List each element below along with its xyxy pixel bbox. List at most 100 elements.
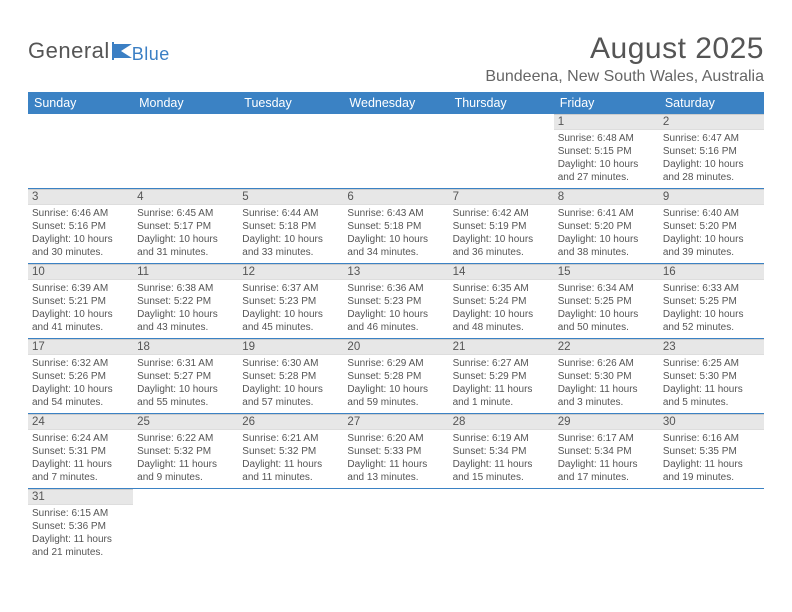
daylight-text: Daylight: 11 hours and 1 minute. bbox=[453, 383, 550, 409]
day-cell: 26Sunrise: 6:21 AMSunset: 5:32 PMDayligh… bbox=[238, 414, 343, 489]
sunrise-text: Sunrise: 6:19 AM bbox=[453, 432, 550, 445]
sunrise-text: Sunrise: 6:35 AM bbox=[453, 282, 550, 295]
sunset-text: Sunset: 5:16 PM bbox=[663, 145, 760, 158]
sunset-text: Sunset: 5:21 PM bbox=[32, 295, 129, 308]
daylight-text: Daylight: 10 hours and 41 minutes. bbox=[32, 308, 129, 334]
day-cell: 16Sunrise: 6:33 AMSunset: 5:25 PMDayligh… bbox=[659, 264, 764, 339]
sunset-text: Sunset: 5:19 PM bbox=[453, 220, 550, 233]
sunset-text: Sunset: 5:17 PM bbox=[137, 220, 234, 233]
day-body: Sunrise: 6:33 AMSunset: 5:25 PMDaylight:… bbox=[659, 280, 764, 338]
sunset-text: Sunset: 5:24 PM bbox=[453, 295, 550, 308]
sunrise-text: Sunrise: 6:27 AM bbox=[453, 357, 550, 370]
day-header: Saturday bbox=[659, 92, 764, 114]
calendar-body: 1Sunrise: 6:48 AMSunset: 5:15 PMDaylight… bbox=[28, 114, 764, 563]
sunset-text: Sunset: 5:32 PM bbox=[137, 445, 234, 458]
day-body: Sunrise: 6:46 AMSunset: 5:16 PMDaylight:… bbox=[28, 205, 133, 263]
sunset-text: Sunset: 5:25 PM bbox=[558, 295, 655, 308]
day-number: 11 bbox=[133, 264, 238, 280]
sunrise-text: Sunrise: 6:38 AM bbox=[137, 282, 234, 295]
day-cell: 27Sunrise: 6:20 AMSunset: 5:33 PMDayligh… bbox=[343, 414, 448, 489]
day-cell: 31Sunrise: 6:15 AMSunset: 5:36 PMDayligh… bbox=[28, 489, 133, 564]
day-number: 9 bbox=[659, 189, 764, 205]
daylight-text: Daylight: 10 hours and 36 minutes. bbox=[453, 233, 550, 259]
sunset-text: Sunset: 5:36 PM bbox=[32, 520, 129, 533]
sunset-text: Sunset: 5:34 PM bbox=[453, 445, 550, 458]
sunrise-text: Sunrise: 6:25 AM bbox=[663, 357, 760, 370]
daylight-text: Daylight: 11 hours and 19 minutes. bbox=[663, 458, 760, 484]
header: General Blue August 2025 Bundeena, New S… bbox=[28, 32, 764, 86]
day-cell: 10Sunrise: 6:39 AMSunset: 5:21 PMDayligh… bbox=[28, 264, 133, 339]
day-cell bbox=[449, 489, 554, 564]
day-number: 17 bbox=[28, 339, 133, 355]
daylight-text: Daylight: 10 hours and 27 minutes. bbox=[558, 158, 655, 184]
daylight-text: Daylight: 10 hours and 28 minutes. bbox=[663, 158, 760, 184]
day-cell: 8Sunrise: 6:41 AMSunset: 5:20 PMDaylight… bbox=[554, 189, 659, 264]
day-number: 6 bbox=[343, 189, 448, 205]
day-cell: 28Sunrise: 6:19 AMSunset: 5:34 PMDayligh… bbox=[449, 414, 554, 489]
location-label: Bundeena, New South Wales, Australia bbox=[485, 68, 764, 86]
daylight-text: Daylight: 10 hours and 33 minutes. bbox=[242, 233, 339, 259]
daylight-text: Daylight: 11 hours and 7 minutes. bbox=[32, 458, 129, 484]
daylight-text: Daylight: 10 hours and 54 minutes. bbox=[32, 383, 129, 409]
daylight-text: Daylight: 11 hours and 17 minutes. bbox=[558, 458, 655, 484]
day-header-row: SundayMondayTuesdayWednesdayThursdayFrid… bbox=[28, 92, 764, 114]
day-cell bbox=[133, 114, 238, 188]
day-header: Friday bbox=[554, 92, 659, 114]
day-number: 5 bbox=[238, 189, 343, 205]
day-body: Sunrise: 6:41 AMSunset: 5:20 PMDaylight:… bbox=[554, 205, 659, 263]
sunrise-text: Sunrise: 6:41 AM bbox=[558, 207, 655, 220]
day-cell bbox=[449, 114, 554, 188]
day-cell: 21Sunrise: 6:27 AMSunset: 5:29 PMDayligh… bbox=[449, 339, 554, 414]
day-header: Sunday bbox=[28, 92, 133, 114]
daylight-text: Daylight: 10 hours and 46 minutes. bbox=[347, 308, 444, 334]
week-row: 1Sunrise: 6:48 AMSunset: 5:15 PMDaylight… bbox=[28, 114, 764, 188]
day-number: 8 bbox=[554, 189, 659, 205]
daylight-text: Daylight: 11 hours and 13 minutes. bbox=[347, 458, 444, 484]
day-body: Sunrise: 6:40 AMSunset: 5:20 PMDaylight:… bbox=[659, 205, 764, 263]
week-row: 24Sunrise: 6:24 AMSunset: 5:31 PMDayligh… bbox=[28, 414, 764, 489]
title-block: August 2025 Bundeena, New South Wales, A… bbox=[485, 32, 764, 86]
day-body: Sunrise: 6:35 AMSunset: 5:24 PMDaylight:… bbox=[449, 280, 554, 338]
sunset-text: Sunset: 5:15 PM bbox=[558, 145, 655, 158]
day-cell: 29Sunrise: 6:17 AMSunset: 5:34 PMDayligh… bbox=[554, 414, 659, 489]
sunrise-text: Sunrise: 6:16 AM bbox=[663, 432, 760, 445]
day-header: Monday bbox=[133, 92, 238, 114]
day-header: Thursday bbox=[449, 92, 554, 114]
day-body: Sunrise: 6:47 AMSunset: 5:16 PMDaylight:… bbox=[659, 130, 764, 188]
day-cell: 22Sunrise: 6:26 AMSunset: 5:30 PMDayligh… bbox=[554, 339, 659, 414]
day-cell: 18Sunrise: 6:31 AMSunset: 5:27 PMDayligh… bbox=[133, 339, 238, 414]
day-body: Sunrise: 6:44 AMSunset: 5:18 PMDaylight:… bbox=[238, 205, 343, 263]
sunrise-text: Sunrise: 6:40 AM bbox=[663, 207, 760, 220]
week-row: 17Sunrise: 6:32 AMSunset: 5:26 PMDayligh… bbox=[28, 339, 764, 414]
sunset-text: Sunset: 5:31 PM bbox=[32, 445, 129, 458]
daylight-text: Daylight: 10 hours and 57 minutes. bbox=[242, 383, 339, 409]
day-header: Tuesday bbox=[238, 92, 343, 114]
sunrise-text: Sunrise: 6:48 AM bbox=[558, 132, 655, 145]
day-cell: 1 Sunrise: 6:48 AMSunset: 5:15 PMDaylight… bbox=[554, 114, 659, 188]
daylight-text: Daylight: 11 hours and 9 minutes. bbox=[137, 458, 234, 484]
sunrise-text: Sunrise: 6:26 AM bbox=[558, 357, 655, 370]
day-cell: 23Sunrise: 6:25 AMSunset: 5:30 PMDayligh… bbox=[659, 339, 764, 414]
sunset-text: Sunset: 5:28 PM bbox=[242, 370, 339, 383]
week-row: 31Sunrise: 6:15 AMSunset: 5:36 PMDayligh… bbox=[28, 489, 764, 564]
day-cell bbox=[659, 489, 764, 564]
sunrise-text: Sunrise: 6:46 AM bbox=[32, 207, 129, 220]
day-body: Sunrise: 6:38 AMSunset: 5:22 PMDaylight:… bbox=[133, 280, 238, 338]
sunset-text: Sunset: 5:20 PM bbox=[558, 220, 655, 233]
day-body: Sunrise: 6:19 AMSunset: 5:34 PMDaylight:… bbox=[449, 430, 554, 488]
sunrise-text: Sunrise: 6:47 AM bbox=[663, 132, 760, 145]
daylight-text: Daylight: 10 hours and 39 minutes. bbox=[663, 233, 760, 259]
day-body: Sunrise: 6:37 AMSunset: 5:23 PMDaylight:… bbox=[238, 280, 343, 338]
sunset-text: Sunset: 5:23 PM bbox=[242, 295, 339, 308]
day-number: 1 bbox=[554, 114, 659, 130]
week-row: 10Sunrise: 6:39 AMSunset: 5:21 PMDayligh… bbox=[28, 264, 764, 339]
sunrise-text: Sunrise: 6:34 AM bbox=[558, 282, 655, 295]
day-body: Sunrise: 6:39 AMSunset: 5:21 PMDaylight:… bbox=[28, 280, 133, 338]
daylight-text: Daylight: 11 hours and 15 minutes. bbox=[453, 458, 550, 484]
day-number: 18 bbox=[133, 339, 238, 355]
day-number: 15 bbox=[554, 264, 659, 280]
sunset-text: Sunset: 5:29 PM bbox=[453, 370, 550, 383]
day-body: Sunrise: 6:45 AMSunset: 5:17 PMDaylight:… bbox=[133, 205, 238, 263]
day-cell bbox=[554, 489, 659, 564]
day-cell: 17Sunrise: 6:32 AMSunset: 5:26 PMDayligh… bbox=[28, 339, 133, 414]
